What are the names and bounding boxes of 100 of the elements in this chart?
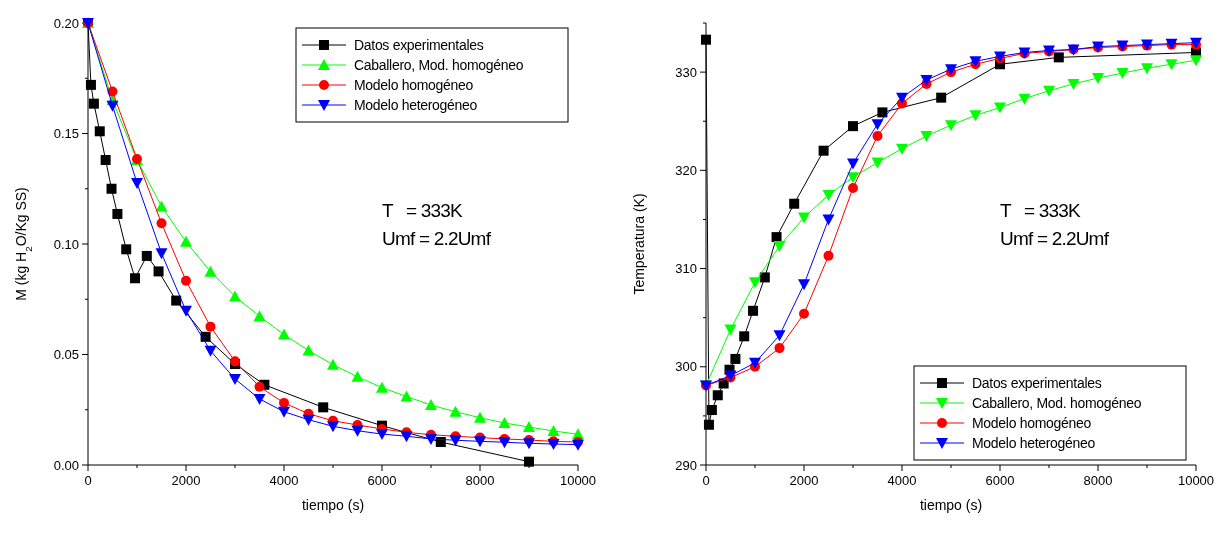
point: [789, 198, 800, 209]
y-tick-label: 0.00: [53, 457, 79, 473]
point: [847, 172, 859, 184]
point: [848, 183, 858, 194]
point: [524, 456, 534, 467]
point: [254, 381, 265, 392]
legend-label: Modelo homogéneo: [354, 77, 474, 93]
point: [724, 324, 737, 336]
point: [131, 178, 143, 189]
x-tick-label: 4000: [269, 473, 299, 488]
point: [449, 435, 462, 447]
point: [130, 273, 141, 284]
point: [1067, 78, 1080, 90]
point: [759, 272, 770, 283]
point: [822, 214, 835, 226]
point: [774, 343, 785, 354]
point: [749, 357, 761, 369]
point: [547, 439, 560, 451]
point: [498, 417, 511, 429]
annotation: T = 333K: [1000, 200, 1081, 222]
point: [351, 370, 364, 382]
x-tick-label: 8000: [1083, 473, 1113, 488]
y-tick-label: 0.20: [53, 15, 79, 31]
point: [435, 437, 446, 448]
point: [327, 358, 339, 370]
point: [474, 411, 486, 423]
point: [706, 405, 717, 415]
point: [302, 344, 315, 356]
x-tick-label: 6000: [985, 473, 1015, 488]
point: [818, 145, 829, 156]
point: [920, 74, 933, 86]
x-tick-label: 4000: [887, 473, 917, 488]
x-tick-label: 10000: [1177, 473, 1215, 488]
point: [253, 310, 266, 322]
point: [94, 126, 105, 137]
y-axis-title: Temperatura (K): [631, 193, 647, 295]
point: [155, 200, 168, 212]
point: [474, 436, 486, 448]
point: [847, 158, 859, 170]
point: [773, 240, 786, 252]
point: [771, 232, 782, 243]
y-tick-label: 290: [675, 457, 697, 473]
point: [1165, 59, 1178, 71]
point: [106, 183, 117, 194]
point: [823, 250, 834, 261]
point: [141, 250, 152, 261]
point: [822, 189, 835, 201]
point: [1018, 93, 1031, 105]
point: [945, 120, 957, 132]
x-tick-label: 0: [702, 473, 710, 488]
legend-label: Modelo heterogéneo: [354, 97, 478, 113]
point: [351, 425, 364, 437]
point: [400, 390, 413, 402]
point: [871, 157, 884, 169]
point: [920, 130, 933, 142]
point: [547, 424, 560, 436]
annotation: Umf = 2.2Umf: [1000, 228, 1110, 250]
y-tick-label: 330: [675, 64, 697, 80]
y-tick-label: 320: [675, 162, 697, 178]
point: [106, 100, 119, 112]
y-tick-label: 300: [675, 359, 697, 375]
point: [748, 305, 759, 316]
legend-label: Datos experimentales: [972, 375, 1102, 391]
point: [799, 308, 809, 319]
point: [798, 212, 810, 224]
point: [100, 155, 111, 166]
point: [1141, 63, 1153, 75]
point: [204, 345, 217, 357]
point: [701, 34, 711, 45]
x-tick-label: 2000: [789, 473, 819, 488]
point: [121, 244, 132, 255]
point: [88, 98, 99, 109]
point: [749, 277, 761, 289]
annotation: T = 333K: [382, 200, 463, 222]
legend-label: Modelo heterogéneo: [972, 435, 1096, 451]
point: [969, 110, 982, 122]
point: [896, 143, 908, 155]
x-axis-title: tiempo (s): [919, 497, 983, 513]
point: [994, 102, 1006, 114]
point: [703, 419, 714, 430]
x-tick-label: 10000: [559, 473, 597, 488]
y-tick-label: 310: [675, 261, 697, 277]
y-tick-label: 0.10: [53, 236, 79, 252]
point: [278, 328, 290, 340]
point: [523, 420, 535, 432]
x-tick-label: 2000: [171, 473, 201, 488]
point: [112, 208, 123, 219]
point: [204, 265, 217, 277]
point: [848, 121, 858, 132]
point: [156, 218, 167, 229]
point: [400, 431, 413, 443]
point: [180, 305, 192, 317]
point: [1116, 68, 1129, 80]
x-tick-label: 8000: [465, 473, 495, 488]
point: [877, 107, 888, 118]
point: [279, 397, 289, 408]
point: [773, 330, 786, 342]
point: [872, 130, 883, 141]
point: [1190, 55, 1202, 67]
point: [327, 421, 339, 433]
